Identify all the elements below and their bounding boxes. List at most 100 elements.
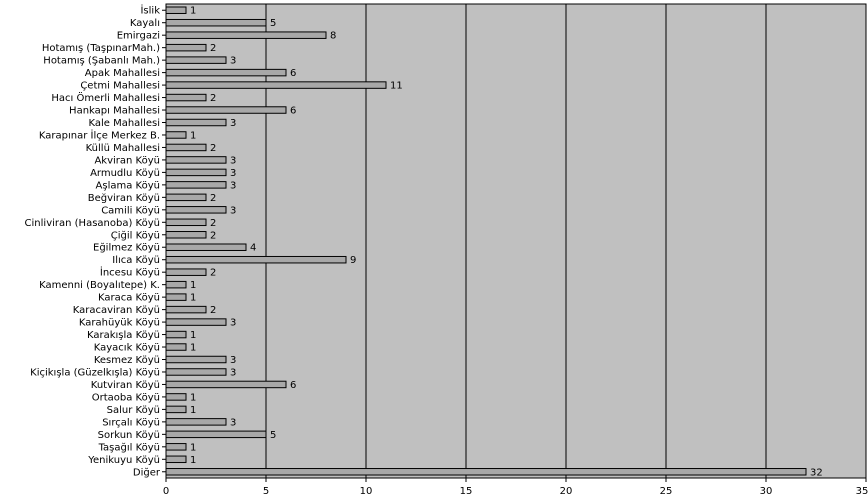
data-label-31: 1 [190, 392, 196, 403]
x-tick-label-7: 35 [856, 486, 868, 497]
category-label-10: Karapınar İlçe Merkez B. [39, 128, 160, 141]
category-label-6: Çetmi Mahallesi [80, 81, 160, 92]
bar-2 [165, 31, 327, 39]
data-label-8: 6 [290, 106, 296, 117]
bar-24 [165, 305, 207, 314]
bar-28 [165, 355, 227, 364]
category-label-26: Karakışla Köyü [87, 330, 160, 341]
data-label-3: 2 [210, 43, 216, 54]
data-label-16: 3 [230, 205, 236, 216]
category-label-24: Karacaviran Köyü [73, 305, 160, 316]
bar-12 [165, 156, 227, 164]
data-label-2: 8 [330, 31, 336, 42]
category-label-27: Kayacık Köyü [94, 343, 160, 354]
bar-4 [165, 56, 227, 64]
bar-35 [165, 443, 187, 451]
category-label-33: Sırçalı Köyü [102, 417, 160, 428]
data-label-0: 1 [190, 6, 196, 17]
data-label-9: 3 [230, 118, 236, 129]
data-label-35: 1 [190, 442, 196, 453]
bar-0 [165, 6, 187, 14]
category-label-37: Diğer [133, 466, 161, 478]
category-label-15: Beğviran Köyü [88, 192, 160, 204]
x-tick-label-5: 25 [660, 486, 673, 497]
category-label-32: Salur Köyü [107, 405, 160, 416]
data-label-32: 1 [190, 405, 196, 416]
data-label-27: 1 [190, 343, 196, 354]
category-label-3: Hotamış (TaşpınarMah.) [42, 43, 160, 54]
category-label-36: Yenikuyu Köyü [87, 455, 160, 466]
data-label-5: 6 [290, 68, 296, 79]
x-tick-label-1: 5 [263, 486, 269, 497]
data-label-18: 2 [210, 230, 216, 241]
bar-6 [165, 81, 387, 89]
bar-32 [165, 405, 187, 414]
bar-34 [165, 430, 267, 439]
bar-15 [165, 193, 207, 202]
bar-9 [165, 118, 227, 127]
data-label-28: 3 [230, 355, 236, 366]
bar-18 [165, 231, 207, 239]
category-label-23: Karaca Köyü [98, 293, 160, 304]
bar-1 [165, 18, 267, 27]
data-label-6: 11 [390, 81, 403, 92]
category-label-25: Karahüyük Köyü [79, 318, 160, 329]
data-label-11: 2 [210, 143, 216, 154]
category-label-30: Kutviran Köyü [91, 380, 160, 391]
category-label-18: Çiğil Köyü [111, 229, 160, 241]
data-label-12: 3 [230, 155, 236, 166]
data-label-23: 1 [190, 293, 196, 304]
data-label-21: 2 [210, 268, 216, 279]
x-tick-label-3: 15 [460, 486, 473, 497]
category-label-19: Eğilmez Köyü [93, 242, 160, 254]
bar-3 [165, 43, 207, 52]
bar-30 [165, 380, 287, 389]
category-label-1: Kayalı [130, 18, 160, 29]
category-label-17: Cinliviran (Hasanoba) Köyü [25, 218, 160, 229]
data-label-13: 3 [230, 168, 236, 179]
category-label-8: Hankapı Mahallesi [69, 106, 160, 117]
category-label-12: Akviran Köyü [94, 155, 160, 166]
data-label-30: 6 [290, 380, 296, 391]
data-label-34: 5 [270, 430, 276, 441]
data-label-22: 1 [190, 280, 196, 291]
category-label-7: Hacı Ömerli Mahallesi [51, 91, 160, 104]
x-tick-label-0: 0 [163, 486, 169, 497]
x-tick-label-2: 10 [360, 486, 373, 497]
data-label-4: 3 [230, 56, 236, 67]
bar-20 [165, 255, 347, 264]
category-label-14: Aşlama Köyü [96, 180, 160, 191]
category-label-9: Kale Mahallesi [88, 118, 160, 129]
data-label-29: 3 [230, 367, 236, 378]
category-label-22: Kamenni (Boyalıtepe) K. [39, 280, 160, 291]
category-label-5: Apak Mahallesi [85, 68, 160, 79]
data-label-19: 4 [250, 243, 256, 254]
category-label-0: İslik [140, 4, 160, 17]
bar-17 [165, 218, 207, 227]
category-label-13: Armudlu Köyü [90, 168, 160, 179]
data-label-1: 5 [270, 18, 276, 29]
bar-37 [165, 468, 807, 476]
category-label-31: Ortaoba Köyü [92, 392, 160, 403]
bar-14 [165, 181, 227, 189]
data-label-20: 9 [350, 255, 356, 266]
category-label-4: Hotamış (Şabanlı Mah.) [43, 56, 160, 67]
bar-27 [165, 343, 187, 351]
bar-36 [165, 455, 187, 464]
bar-10 [165, 131, 187, 139]
bar-25 [165, 318, 227, 326]
category-label-11: Küllü Mahallesi [86, 143, 160, 154]
data-label-33: 3 [230, 417, 236, 428]
bar-23 [165, 293, 187, 301]
category-label-35: Taşağıl Köyü [98, 441, 160, 453]
x-tick-label-4: 20 [560, 486, 573, 497]
data-label-37: 32 [810, 467, 823, 478]
data-label-24: 2 [210, 305, 216, 316]
bar-5 [165, 68, 287, 77]
bar-11 [165, 143, 207, 152]
bar-31 [165, 393, 187, 401]
data-label-26: 1 [190, 330, 196, 341]
category-label-28: Kesmez Köyü [94, 355, 160, 366]
data-label-7: 2 [210, 93, 216, 104]
